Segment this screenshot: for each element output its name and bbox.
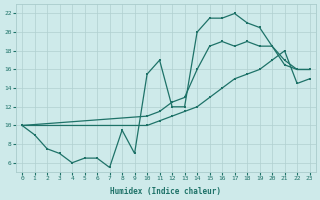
- X-axis label: Humidex (Indice chaleur): Humidex (Indice chaleur): [110, 187, 221, 196]
